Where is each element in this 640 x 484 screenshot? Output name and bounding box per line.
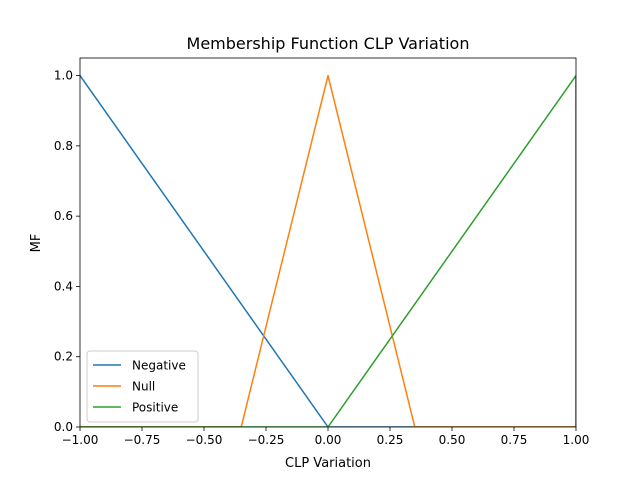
series-line-null <box>80 74 576 427</box>
y-axis-label: MF <box>29 234 44 253</box>
series-line-negative <box>80 75 576 427</box>
x-tick-label: 0.25 <box>377 433 404 447</box>
y-tick-label: 0.6 <box>54 209 73 223</box>
axes-layer: −1.00 −0.75 −0.50 −0.25 0.00 0.25 0.50 0.75 1.00… <box>54 57 590 447</box>
y-tick-label: 0.2 <box>54 350 73 364</box>
y-tick-label: 0.8 <box>54 139 73 153</box>
y-tick-label: 0.4 <box>54 279 73 293</box>
x-tick-label: −0.25 <box>248 433 285 447</box>
x-tick-label: −1.00 <box>62 433 99 447</box>
chart-title: Membership Function CLP Variation <box>187 34 470 53</box>
y-tick-label: 0.0 <box>54 420 73 434</box>
legend-label-null: Null <box>132 380 155 394</box>
series-line-positive <box>80 74 576 427</box>
x-tick-label: −0.75 <box>124 433 161 447</box>
series-layer <box>80 74 576 427</box>
x-tick-label: −0.50 <box>186 433 223 447</box>
x-tick-label: 0.75 <box>501 433 528 447</box>
y-tick-label: 1.0 <box>54 69 73 83</box>
legend-label-positive: Positive <box>132 401 178 415</box>
x-tick-label: 0.00 <box>315 433 342 447</box>
x-tick-label: 1.00 <box>563 433 590 447</box>
legend-label-negative: Negative <box>132 359 186 373</box>
legend-box <box>86 350 199 423</box>
x-tick-label: 0.50 <box>439 433 466 447</box>
x-axis-label: CLP Variation <box>285 456 371 471</box>
legend: Negative Null Positive <box>86 350 199 423</box>
